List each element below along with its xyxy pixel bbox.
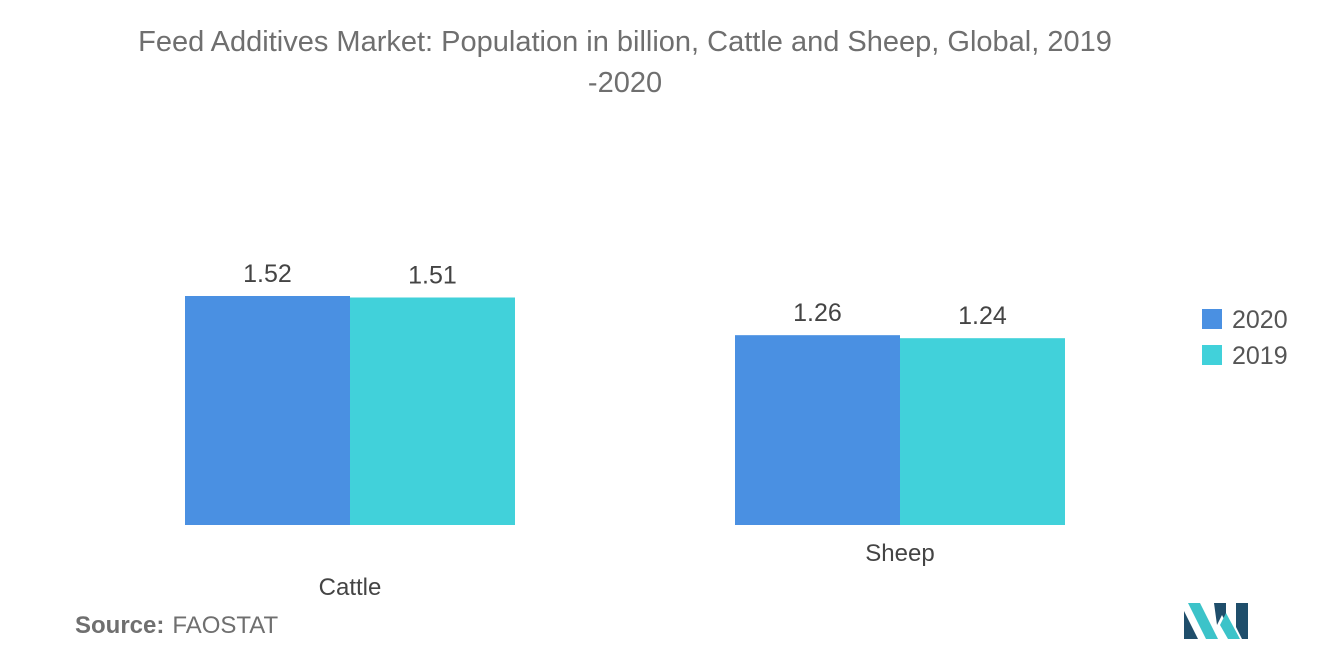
legend-swatch-2019	[1202, 345, 1222, 365]
mordor-logo-icon	[1184, 603, 1248, 639]
data-label-sheep-2020: 1.26	[793, 299, 842, 327]
data-label-cattle-2020: 1.52	[243, 260, 292, 288]
source-note: Source: FAOSTAT	[75, 612, 278, 640]
category-label-cattle: Cattle	[319, 574, 382, 601]
bar-cattle-2020	[185, 296, 350, 525]
legend-label-2020: 2020	[1232, 306, 1288, 334]
bar-sheep-2019	[900, 338, 1065, 525]
source-value: FAOSTAT	[172, 612, 279, 639]
source-label: Source:	[75, 612, 165, 639]
legend-label-2019: 2019	[1232, 342, 1288, 370]
chart-title-line-1: Feed Additives Market: Population in bil…	[138, 26, 1112, 58]
chart-title-line-2: -2020	[587, 67, 663, 99]
category-label-sheep: Sheep	[865, 540, 934, 567]
chart-title: Feed Additives Market: Population in bil…	[0, 22, 1250, 104]
legend-swatch-2020	[1202, 309, 1222, 329]
bar-cattle-2019	[350, 297, 515, 525]
data-label-sheep-2019: 1.24	[958, 302, 1007, 330]
bar-sheep-2020	[735, 335, 900, 525]
data-label-cattle-2019: 1.51	[408, 262, 457, 290]
